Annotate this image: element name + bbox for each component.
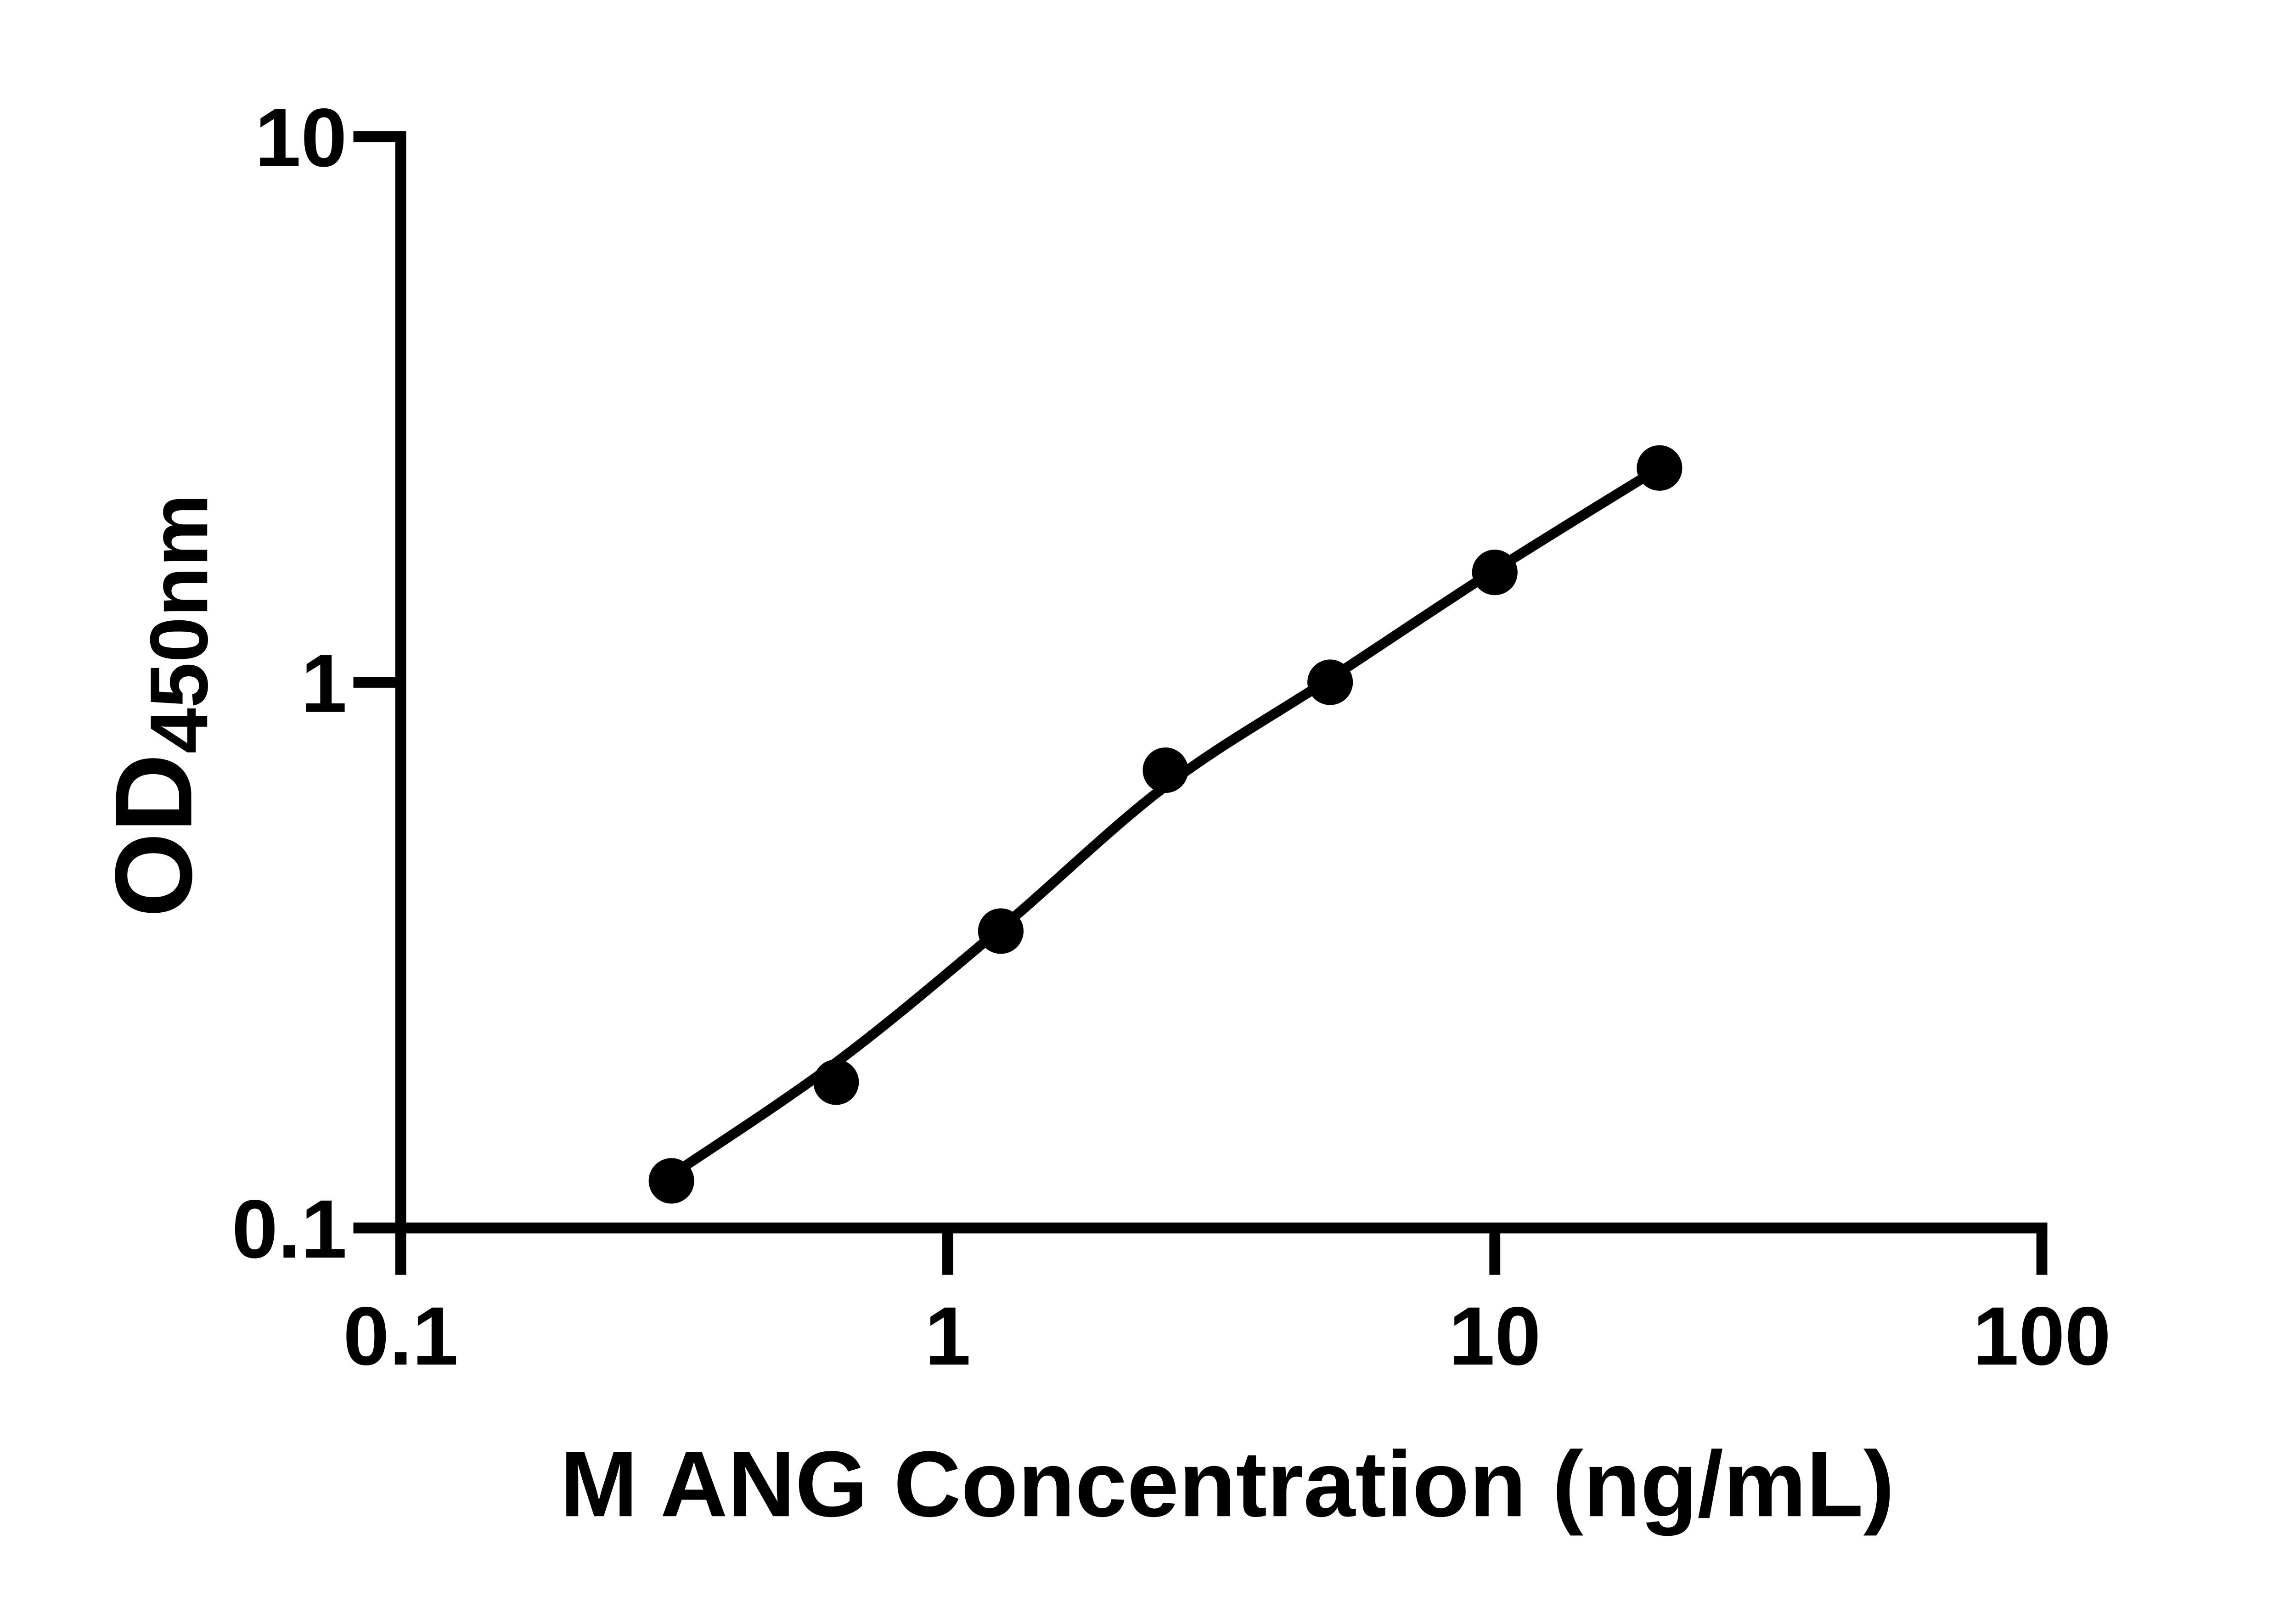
data-point: [1637, 445, 1683, 491]
data-point: [978, 908, 1024, 954]
data-points: [648, 445, 1683, 1204]
data-point: [813, 1059, 859, 1105]
x-ticks: [395, 1228, 2048, 1275]
x-tick-label: 10: [1449, 1290, 1541, 1382]
x-axis-title: M ANG Concentration (ng/mL): [560, 1432, 1895, 1536]
data-point: [1307, 659, 1353, 705]
data-point: [1142, 747, 1188, 793]
y-axis-title: OD450nm: [93, 494, 225, 918]
axes: [395, 131, 2048, 1234]
x-tick-label: 1: [925, 1290, 971, 1382]
x-tick-labels: 0.1 1 10 100: [343, 1290, 2111, 1382]
data-point: [1472, 550, 1518, 596]
y-tick-label: 10: [255, 92, 347, 184]
y-tick-labels: 10 1 0.1: [232, 92, 347, 1275]
y-axis-title-main: OD: [93, 753, 215, 917]
data-point: [648, 1158, 694, 1204]
y-axis-title-subscript: 450nm: [133, 494, 225, 754]
y-tick-label: 0.1: [232, 1183, 347, 1275]
x-tick-label: 0.1: [343, 1290, 458, 1382]
x-tick-label: 100: [1973, 1290, 2111, 1382]
y-tick-label: 1: [301, 637, 347, 730]
